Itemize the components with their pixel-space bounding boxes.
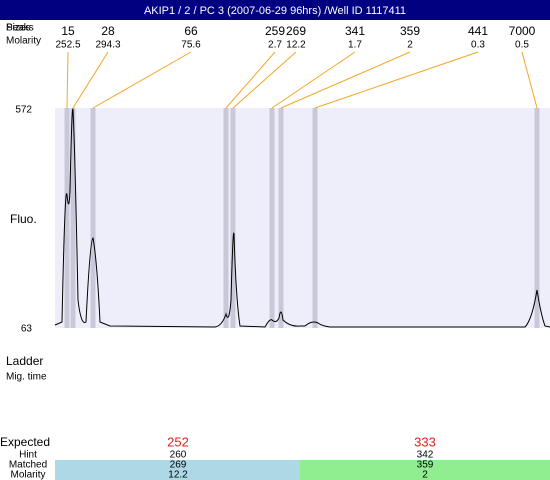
peak-molarity: 12.2: [286, 40, 306, 51]
matched-cell-2: [300, 460, 550, 470]
molarity-value: 12.2: [168, 470, 188, 480]
y-min-label: 63: [21, 324, 33, 335]
marker-link: [72, 51, 109, 109]
peak-molarity: 294.3: [95, 40, 120, 51]
hint-value: 260: [170, 450, 187, 461]
plot-area: [55, 108, 550, 328]
fluo-label: Fluo.: [10, 212, 37, 226]
marker-band: [230, 108, 236, 328]
peak-molarity: 1.7: [348, 40, 362, 51]
marker-link: [271, 51, 356, 109]
marker-band: [269, 108, 275, 328]
peak-molarity: 0.3: [471, 40, 485, 51]
marker-band: [534, 108, 540, 328]
molarity-cell-1: [55, 470, 300, 480]
hint-value: 342: [417, 450, 434, 461]
header-title: AKIP1 / 2 / PC 3 (2007-06-29 96hrs) /Wel…: [144, 5, 406, 17]
peak-molarity: 252.5: [55, 40, 80, 51]
marker-band: [90, 108, 96, 328]
marker-link: [92, 51, 192, 109]
table-molarity-label: Molarity: [10, 470, 45, 480]
peak-size: 28: [101, 24, 115, 38]
marker-link: [314, 51, 479, 109]
molarity-value: 2: [422, 470, 428, 480]
marker-band: [312, 108, 318, 328]
marker-band: [70, 108, 76, 328]
marker-link: [66, 51, 69, 109]
mig-time-label: Mig. time: [6, 372, 47, 383]
matched-label: Matched: [9, 460, 47, 471]
marker-link: [280, 51, 411, 109]
matched-value: 359: [417, 460, 434, 471]
marker-link: [521, 51, 538, 109]
trace: [54, 108, 550, 328]
expected-value: 333: [414, 434, 436, 449]
marker-link: [225, 51, 276, 109]
peak-molarity: 0.5: [515, 40, 529, 51]
peak-size: 341: [345, 24, 365, 38]
peak-size: 66: [184, 24, 198, 38]
y-max-label: 572: [15, 105, 32, 116]
peak-molarity: 2.7: [268, 40, 282, 51]
peak-size: 269: [286, 24, 306, 38]
expected-label: Expected: [0, 435, 50, 449]
hint-label: Hint: [19, 450, 37, 461]
marker-link: [232, 51, 297, 109]
marker-band: [278, 108, 284, 328]
peak-size: 359: [400, 24, 420, 38]
peak-size: 15: [61, 24, 75, 38]
peak-size: 441: [468, 24, 488, 38]
sizes-label: Sizes: [6, 23, 30, 34]
header-bar: [0, 0, 550, 20]
peak-size: 259: [265, 24, 285, 38]
peak-molarity: 75.6: [181, 40, 201, 51]
peak-size: 7000: [509, 24, 536, 38]
molarity-cell-2: [300, 470, 550, 480]
marker-band: [64, 108, 70, 328]
expected-value: 252: [167, 434, 189, 449]
peak-molarity: 2: [407, 40, 413, 51]
marker-band: [223, 108, 229, 328]
matched-cell-1: [55, 460, 300, 470]
ladder-label: Ladder: [6, 354, 43, 368]
peaks-label: Peaks: [6, 23, 34, 34]
molarity-label: Molarity: [6, 36, 41, 47]
matched-value: 269: [170, 460, 187, 471]
